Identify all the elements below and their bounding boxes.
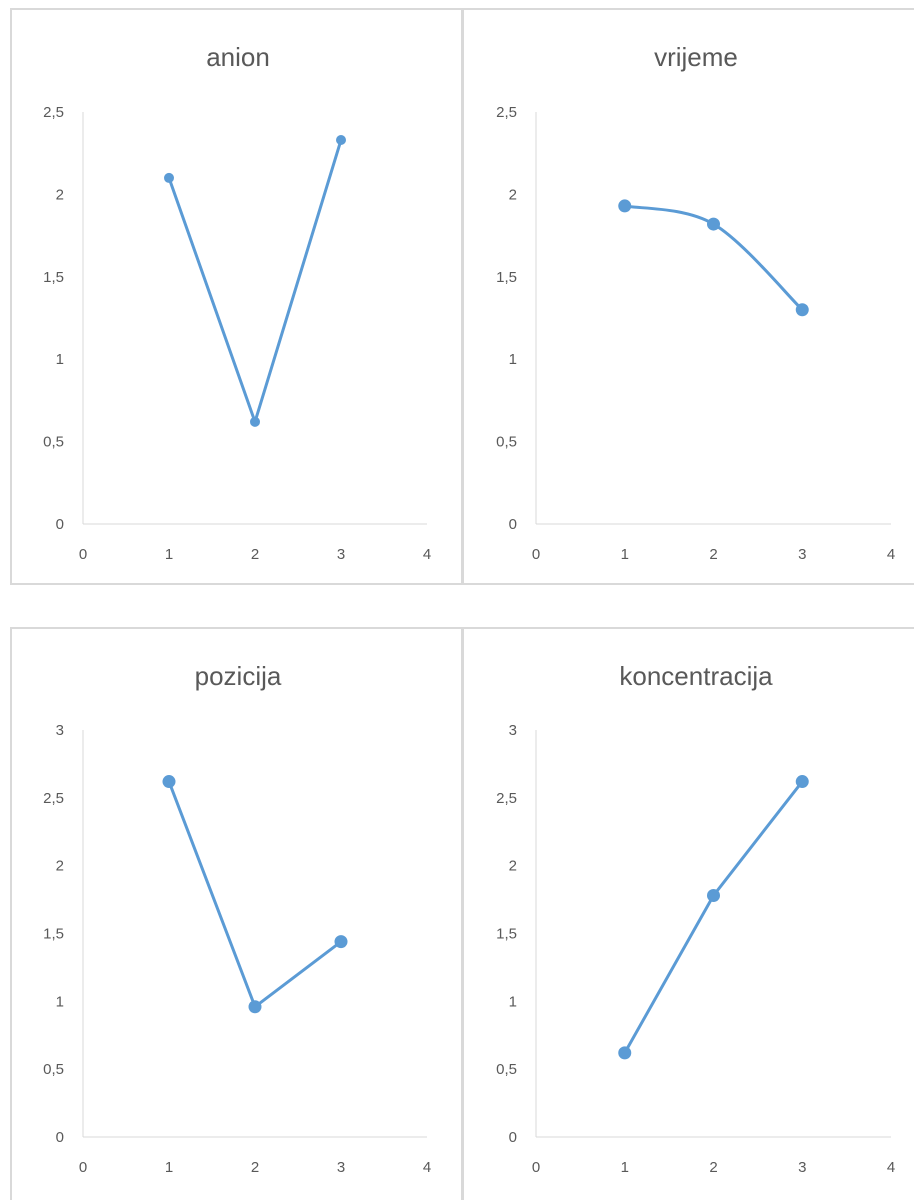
y-tick-label: 0 [56, 1129, 64, 1146]
series-line [167, 780, 343, 1009]
y-tick-label: 1 [56, 993, 64, 1010]
x-tick-label: 0 [532, 546, 540, 563]
y-tick-label: 0,5 [43, 434, 64, 451]
x-tick-label: 1 [621, 1159, 629, 1176]
data-point [164, 172, 174, 183]
x-tick-label: 2 [251, 1159, 259, 1176]
data-point [248, 1000, 262, 1014]
x-tick-label: 4 [887, 1159, 895, 1176]
x-tick-label: 4 [423, 546, 431, 563]
y-tick-label: 2 [56, 858, 64, 875]
y-tick-label: 0,5 [496, 1061, 517, 1078]
y-tick-label: 1,5 [43, 926, 64, 943]
x-tick-label: 3 [337, 1159, 345, 1176]
x-tick-label: 4 [887, 546, 895, 563]
y-tick-label: 2,5 [496, 790, 517, 807]
y-tick-label: 0,5 [496, 434, 517, 451]
y-tick-label: 2,5 [496, 104, 517, 121]
y-tick-label: 1,5 [496, 269, 517, 286]
chart-panel-pozicija: pozicija 0 0,5 1 1,5 2 2,5 3 0 1 2 3 4 [10, 627, 463, 1200]
series-line [623, 780, 804, 1055]
y-tick-label: 3 [509, 722, 517, 739]
y-tick-label: 2 [56, 186, 64, 203]
chart-vrijeme: vrijeme 0 0,5 1 1,5 2 2,5 0 1 2 3 4 [496, 42, 895, 563]
chart-anion: anion 0 0,5 1 1,5 2 2,5 0 1 2 3 4 [43, 42, 431, 563]
data-point [162, 775, 176, 789]
x-tick-label: 2 [251, 546, 259, 563]
data-point [334, 935, 348, 949]
y-tick-label: 0,5 [43, 1061, 64, 1078]
x-tick-label: 1 [165, 1159, 173, 1176]
data-point [336, 135, 346, 146]
x-tick-label: 4 [423, 1159, 431, 1176]
data-point [707, 217, 720, 231]
data-point [795, 303, 809, 317]
y-tick-label: 2,5 [43, 104, 64, 121]
y-tick-label: 1 [509, 351, 517, 368]
chart-title: pozicija [195, 661, 282, 691]
y-tick-label: 3 [56, 722, 64, 739]
series-line [167, 138, 343, 424]
x-tick-label: 2 [709, 546, 717, 563]
x-tick-label: 3 [798, 1159, 806, 1176]
y-tick-label: 1,5 [496, 926, 517, 943]
chart-title: anion [206, 42, 270, 72]
y-tick-label: 1 [56, 351, 64, 368]
y-tick-label: 2 [509, 186, 517, 203]
data-point [618, 199, 632, 213]
y-tick-label: 2 [509, 858, 517, 875]
chart-panel-vrijeme: vrijeme 0 0,5 1 1,5 2 2,5 0 1 2 3 4 [462, 8, 914, 585]
x-tick-label: 1 [165, 546, 173, 563]
y-tick-label: 0 [509, 516, 517, 533]
y-tick-label: 0 [509, 1129, 517, 1146]
y-tick-label: 2,5 [43, 790, 64, 807]
x-tick-label: 0 [79, 1159, 87, 1176]
y-tick-label: 0 [56, 516, 64, 533]
x-tick-label: 0 [532, 1159, 540, 1176]
chart-panel-koncentracija: koncentracija 0 0,5 1 1,5 2 2,5 3 0 1 2 3 4 [462, 627, 914, 1200]
x-tick-label: 2 [709, 1159, 717, 1176]
data-point [795, 775, 809, 789]
data-point [250, 416, 260, 427]
x-tick-label: 0 [79, 546, 87, 563]
chart-pozicija: pozicija 0 0,5 1 1,5 2 2,5 3 0 1 2 3 4 [43, 661, 431, 1176]
x-tick-label: 3 [337, 546, 345, 563]
x-tick-label: 3 [798, 546, 806, 563]
y-tick-label: 1,5 [43, 269, 64, 286]
chart-title: koncentracija [619, 661, 773, 691]
data-point [618, 1046, 632, 1060]
chart-panel-anion: anion 0 0,5 1 1,5 2 2,5 0 1 2 3 4 [10, 8, 463, 585]
x-tick-label: 1 [621, 546, 629, 563]
data-point [707, 889, 720, 903]
chart-title: vrijeme [654, 42, 738, 72]
y-tick-label: 1 [509, 993, 517, 1010]
chart-koncentracija: koncentracija 0 0,5 1 1,5 2 2,5 3 0 1 2 3 4 [496, 661, 895, 1176]
